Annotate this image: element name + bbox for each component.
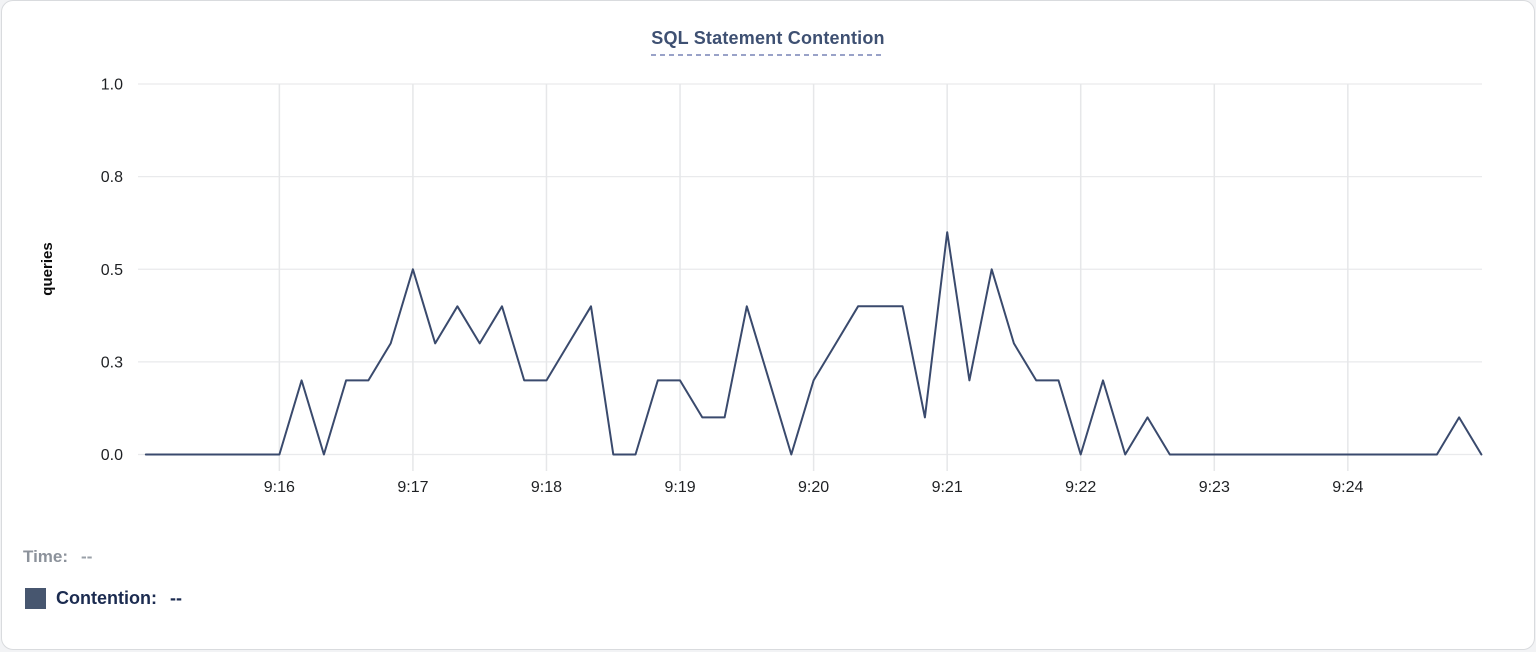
- y-tick-label: 1.0: [101, 77, 123, 94]
- x-tick-label: 9:18: [531, 479, 562, 496]
- x-tick-label: 9:17: [397, 479, 428, 496]
- x-tick-label: 9:23: [1199, 479, 1230, 496]
- gridlines: [138, 83, 1482, 471]
- x-tick-label: 9:16: [264, 479, 295, 496]
- legend-time-label: Time:: [23, 547, 69, 566]
- legend-time-value: --: [81, 547, 93, 566]
- y-tick-label: 0.3: [101, 354, 123, 371]
- legend-contention-row: Contention: --: [25, 588, 182, 609]
- sql-contention-chart[interactable]: 1.0 0.8 0.5 0.3 0.0 9:16 9:17 9:18 9:19 9:20 9:21 9…: [2, 1, 1535, 513]
- legend-contention-label: Contention:: [56, 588, 157, 608]
- x-tick-label: 9:20: [798, 479, 829, 496]
- x-tick-label: 9:21: [932, 479, 963, 496]
- y-tick-label: 0.0: [101, 447, 123, 464]
- x-tick-label: 9:19: [664, 479, 695, 496]
- contention-line-series[interactable]: [144, 231, 1483, 456]
- chart-header: SQL Statement Contention: [2, 1, 1534, 56]
- x-tick-label: 9:22: [1065, 479, 1096, 496]
- chart-title[interactable]: SQL Statement Contention: [651, 28, 885, 56]
- y-axis-label: queries: [39, 242, 56, 295]
- y-tick-label: 0.5: [101, 262, 123, 279]
- legend-time-row: Time: --: [23, 547, 92, 567]
- chart-canvas[interactable]: 1.0 0.8 0.5 0.3 0.0 9:16 9:17 9:18 9:19 9:20 9:21 9…: [2, 1, 1535, 513]
- y-tick-label: 0.8: [101, 169, 123, 186]
- legend-contention-value: --: [169, 588, 182, 608]
- contention-swatch-icon: [25, 588, 46, 609]
- x-tick-label: 9:24: [1332, 479, 1363, 496]
